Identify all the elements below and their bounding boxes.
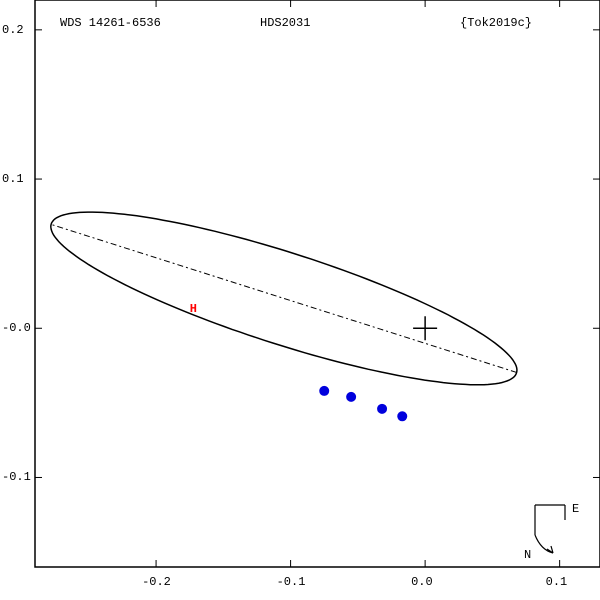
y-tick-label: 0.1 bbox=[2, 172, 24, 186]
y-tick-label: -0.0 bbox=[2, 321, 31, 335]
h-marker: H bbox=[190, 302, 197, 316]
compass-e-label: E bbox=[572, 502, 579, 516]
y-tick-label: 0.2 bbox=[2, 23, 24, 37]
x-tick-label: -0.1 bbox=[277, 575, 306, 589]
compass-n-label: N bbox=[524, 548, 531, 562]
plot-container: WDS 14261-6536 HDS2031 {Tok2019c} -0.1-0… bbox=[0, 0, 600, 600]
x-tick-label: 0.1 bbox=[546, 575, 568, 589]
x-tick-label: 0.0 bbox=[411, 575, 433, 589]
y-tick-label: -0.1 bbox=[2, 470, 31, 484]
plot-svg bbox=[0, 0, 600, 600]
x-tick-label: -0.2 bbox=[142, 575, 171, 589]
